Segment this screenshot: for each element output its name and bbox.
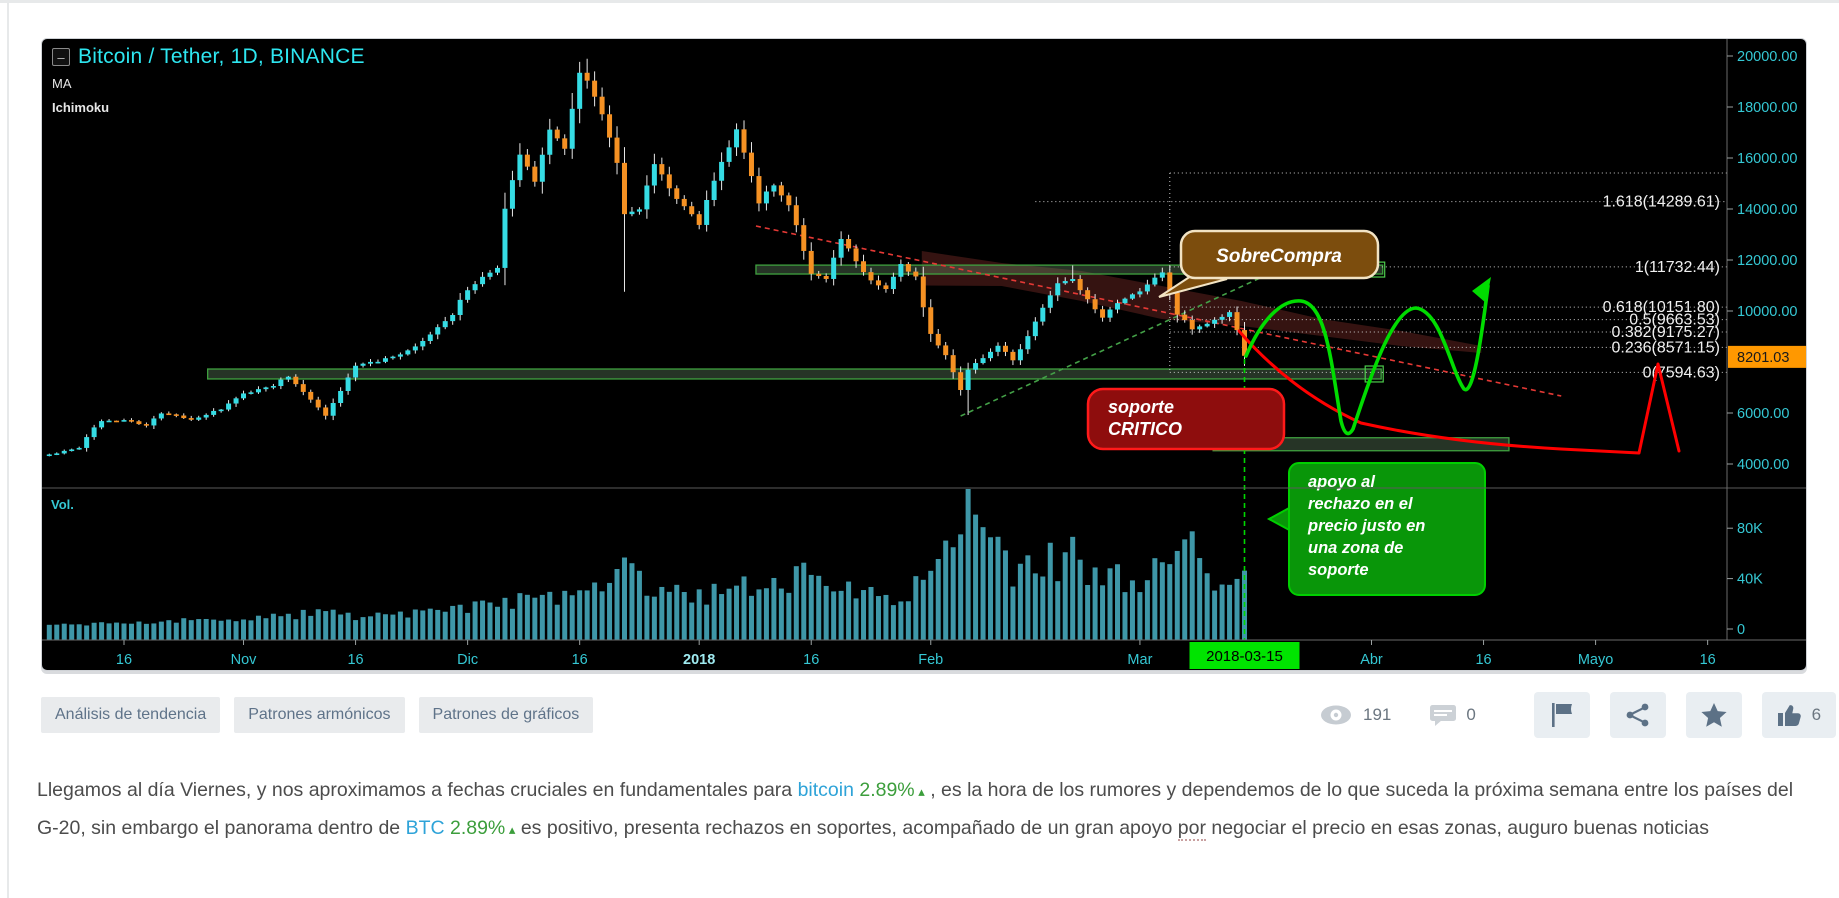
star-icon — [1701, 703, 1727, 727]
thumbs-up-icon — [1777, 705, 1801, 726]
chart-card: 1.618(14289.61) 1(11732.44) 0.618(10151.80… — [41, 38, 1807, 671]
text-segment: ▴ — [914, 784, 925, 799]
like-button[interactable]: 6 — [1761, 692, 1836, 738]
volume-pane-label[interactable]: Vol. — [51, 497, 74, 512]
indicator-ma[interactable]: MA — [52, 76, 72, 91]
svg-text:2018-03-15: 2018-03-15 — [1206, 648, 1283, 665]
symbol-title[interactable]: Bitcoin / Tether, 1D, BINANCE — [78, 45, 365, 68]
price-tick-label: 20000.00 — [1737, 49, 1797, 65]
text-segment: por — [1177, 817, 1206, 841]
idea-tags-row: Análisis de tendencia Patrones armónicos P… — [41, 697, 594, 733]
fib-retracement[interactable]: 1.618(14289.61) 1(11732.44) 0.618(10151.80… — [1035, 172, 1727, 381]
text-segment: negociar el precio en esas zonas, auguro… — [1205, 817, 1709, 839]
trendline-descending-resistance[interactable] — [755, 225, 1562, 397]
comments-count: 0 — [1466, 705, 1476, 724]
flag-icon — [1551, 703, 1572, 727]
time-tick-label: 16 — [572, 652, 588, 668]
views-group: 191 — [1318, 703, 1391, 727]
price-tick-label: 18000.00 — [1737, 100, 1797, 116]
share-icon — [1626, 703, 1649, 727]
tag-button-1[interactable]: Análisis de tendencia — [41, 697, 221, 733]
price-tick-label: 12000.00 — [1737, 253, 1797, 269]
svg-text:SobreCompra: SobreCompra — [1216, 246, 1342, 267]
favorite-button[interactable] — [1685, 692, 1742, 738]
svg-text:una zona de: una zona de — [1308, 539, 1403, 557]
time-tick-label: Dic — [457, 652, 478, 668]
text-segment: es positivo, presenta rechazos en soport… — [515, 817, 1178, 839]
ticker-link[interactable]: BTC — [405, 817, 445, 839]
selected-date-tag: 2018-03-15 — [1189, 642, 1300, 669]
time-tick-label: 16 — [1475, 652, 1491, 668]
chart-legend: – Bitcoin / Tether, 1D, BINANCE MA Ichim… — [52, 45, 365, 115]
text-segment: , es la hora de los rumores y dependemos… — [37, 779, 1794, 839]
green-projection-path[interactable] — [1244, 284, 1490, 436]
ichimoku-cloud — [921, 251, 1482, 353]
text-segment: ▴ — [505, 822, 516, 837]
views-count: 191 — [1363, 705, 1392, 724]
svg-text:precio justo en: precio justo en — [1307, 517, 1425, 535]
comments-group[interactable]: 0 — [1429, 703, 1476, 727]
price-tick-label: 4000.00 — [1737, 457, 1789, 473]
annotation-sobrecompra[interactable]: SobreCompra — [1158, 229, 1380, 298]
page-left-border — [7, 0, 9, 898]
text-segment: 2.89% — [449, 817, 506, 839]
tag-button-3[interactable]: Patrones de gráficos — [418, 697, 594, 733]
time-tick-label: 16 — [1700, 652, 1716, 668]
share-button[interactable] — [1609, 692, 1666, 738]
svg-text:soporte: soporte — [1308, 561, 1369, 579]
volume-tick-label: 40K — [1737, 572, 1763, 588]
time-tick-label: Mayo — [1578, 652, 1613, 668]
page-top-border — [0, 0, 1839, 3]
price-tick-label: 6000.00 — [1737, 406, 1789, 422]
time-tick-label: 16 — [116, 652, 132, 668]
candlestick-series — [46, 58, 1247, 457]
likes-count: 6 — [1811, 705, 1822, 724]
fib-level-label: 0.236(8571.15) — [1611, 339, 1720, 356]
support-zone-7600[interactable] — [207, 368, 1382, 380]
price-tick-label: 16000.00 — [1737, 151, 1797, 167]
time-tick-label: 2018 — [683, 652, 715, 668]
fib-level-label: 1(11732.44) — [1635, 259, 1720, 276]
time-axis[interactable]: 16 Nov 16 Dic 16 2018 16 Feb Mar Abr 16 Mayo 16 — [116, 640, 1716, 668]
fib-level-label: 0.618(10151.80) — [1603, 299, 1720, 316]
fib-level-label: 0.382(9175.27) — [1611, 324, 1720, 341]
svg-text:CRITICO: CRITICO — [1108, 419, 1182, 439]
eye-icon — [1321, 705, 1351, 725]
svg-text:8201.03: 8201.03 — [1737, 350, 1789, 366]
time-tick-label: Nov — [231, 652, 258, 668]
comment-icon — [1430, 705, 1457, 726]
idea-description: Llegamos al día Viernes, y nos aproximam… — [37, 772, 1809, 848]
resistance-zone-11700[interactable] — [755, 264, 1384, 275]
red-projection-path[interactable] — [1237, 329, 1681, 455]
svg-text:soporte: soporte — [1108, 397, 1174, 417]
support-resistance-zones[interactable] — [207, 261, 1510, 452]
engagement-bar: 191 0 6 — [1318, 691, 1836, 739]
indicator-ichimoku[interactable]: Ichimoku — [52, 100, 110, 115]
time-tick-label: Mar — [1127, 652, 1152, 668]
chart-canvas[interactable]: 1.618(14289.61) 1(11732.44) 0.618(10151.80… — [42, 39, 1806, 670]
volume-series — [46, 489, 1247, 640]
fib-level-label: 0.5(9663.53) — [1629, 312, 1720, 329]
svg-text:apoyo al: apoyo al — [1308, 473, 1375, 491]
svg-text:rechazo en el: rechazo en el — [1308, 495, 1413, 513]
collapse-icon[interactable]: – — [52, 48, 70, 66]
text-segment: Llegamos al día Viernes, y nos aproximam… — [37, 779, 798, 801]
fib-level-label: 1.618(14289.61) — [1603, 194, 1720, 211]
volume-tick-label: 0 — [1737, 622, 1745, 638]
time-tick-label: 16 — [347, 652, 363, 668]
price-tick-label: 14000.00 — [1737, 202, 1797, 218]
price-scale[interactable]: 20000.00 18000.00 16000.00 14000.00 12000.00… — [1727, 49, 1797, 638]
volume-tick-label: 80K — [1737, 521, 1763, 537]
current-price-tag: 8201.03 — [1728, 345, 1806, 368]
time-tick-label: Feb — [918, 652, 943, 668]
price-tick-label: 10000.00 — [1737, 304, 1797, 320]
flag-button[interactable] — [1533, 692, 1590, 738]
tag-button-2[interactable]: Patrones armónicos — [234, 697, 405, 733]
time-tick-label: 16 — [803, 652, 819, 668]
ticker-link[interactable]: bitcoin — [797, 779, 854, 801]
annotation-apoyo-rechazo[interactable]: apoyo al rechazo en el precio justo en una … — [1266, 462, 1486, 596]
text-segment: 2.89% — [859, 779, 915, 801]
time-tick-label: Abr — [1360, 652, 1383, 668]
